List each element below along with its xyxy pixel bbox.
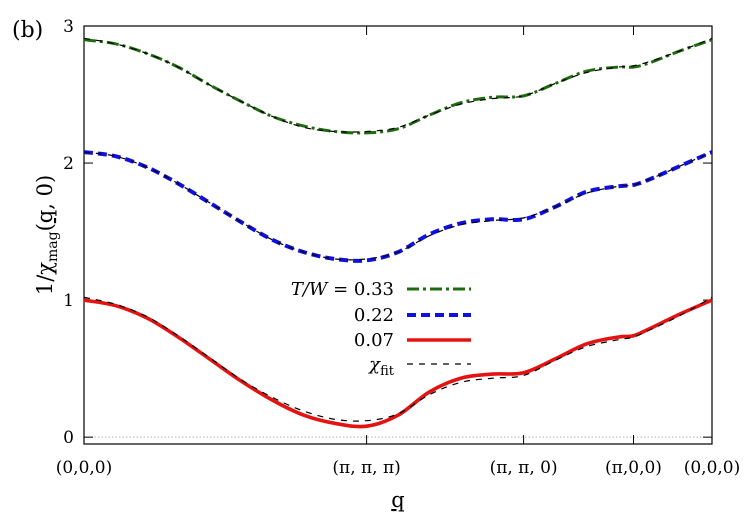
series-line-0.33 (83, 38, 713, 135)
legend: T/W = 0.33 0.22 0.07 χfit (291, 279, 471, 379)
y-axis-label-q: q (33, 210, 57, 223)
fit-overlay-line-1 (83, 151, 713, 261)
x-ticks: (0,0,0) (π, π, π) (π, π, 0) (π,0,0) (0,0,0) (56, 26, 741, 478)
fit-overlay-line-0 (83, 37, 713, 133)
series-line-0.07 (83, 298, 713, 429)
legend-title-prefix: T/W = (291, 279, 354, 300)
y-axis-label-open: ( (33, 223, 57, 231)
plot-frame (83, 25, 713, 445)
y-axis-label: 1/χmag(q, 0) (33, 175, 61, 295)
series-layer (83, 37, 713, 429)
y-tick-label: 2 (63, 154, 74, 174)
legend-label: T/W = 0.33 (291, 279, 394, 300)
series-line-fit (83, 296, 713, 422)
x-tick-label: (π,0,0) (605, 458, 662, 478)
svg-text:1/χmag(q, 0): 1/χmag(q, 0) (33, 175, 61, 295)
panel-label: (b) (12, 18, 43, 43)
legend-fit-sub: fit (380, 364, 395, 379)
x-tick-label: (0,0,0) (684, 458, 741, 478)
y-ticks: 0 1 2 3 (63, 17, 712, 448)
y-axis-label-rest: , 0) (33, 175, 57, 210)
legend-series-name: 0.22 (354, 305, 394, 326)
x-tick-label: (0,0,0) (56, 458, 113, 478)
legend-series-name: 0.33 (354, 279, 394, 300)
x-axis-label: q (391, 488, 404, 512)
y-tick-label: 3 (63, 17, 74, 37)
x-tick-label: (π, π, π) (332, 458, 400, 478)
legend-label: 0.22 (354, 305, 394, 326)
x-tick-label: (π, π, 0) (490, 458, 558, 478)
legend-label: χfit (367, 354, 395, 379)
legend-label: 0.07 (354, 330, 394, 351)
legend-fit-main: χ (367, 354, 381, 375)
y-tick-label: 0 (63, 428, 74, 448)
y-tick-label: 1 (63, 291, 74, 311)
series-line-0.22 (83, 150, 713, 263)
legend-series-name: 0.07 (354, 330, 394, 351)
y-axis-label-main: 1/χ (33, 262, 57, 295)
y-axis-label-sub: mag (45, 231, 61, 262)
